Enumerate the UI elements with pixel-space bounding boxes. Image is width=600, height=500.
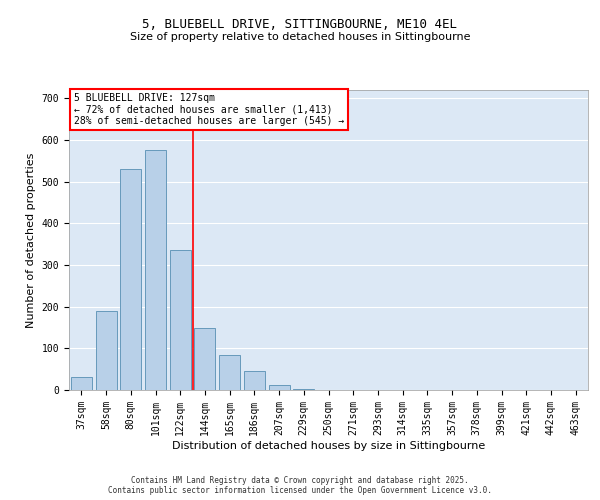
Text: Contains HM Land Registry data © Crown copyright and database right 2025.
Contai: Contains HM Land Registry data © Crown c… <box>108 476 492 495</box>
Text: Size of property relative to detached houses in Sittingbourne: Size of property relative to detached ho… <box>130 32 470 42</box>
Text: 5, BLUEBELL DRIVE, SITTINGBOURNE, ME10 4EL: 5, BLUEBELL DRIVE, SITTINGBOURNE, ME10 4… <box>143 18 458 30</box>
Bar <box>120 169 141 390</box>
Bar <box>95 311 116 390</box>
Bar <box>269 385 290 390</box>
Bar <box>145 150 166 390</box>
Bar <box>293 389 314 390</box>
Bar <box>170 250 191 390</box>
Bar <box>194 328 215 390</box>
Y-axis label: Number of detached properties: Number of detached properties <box>26 152 36 328</box>
Bar <box>71 376 92 390</box>
Bar <box>244 371 265 390</box>
X-axis label: Distribution of detached houses by size in Sittingbourne: Distribution of detached houses by size … <box>172 440 485 450</box>
Bar <box>219 354 240 390</box>
Text: 5 BLUEBELL DRIVE: 127sqm
← 72% of detached houses are smaller (1,413)
28% of sem: 5 BLUEBELL DRIVE: 127sqm ← 72% of detach… <box>74 93 344 126</box>
